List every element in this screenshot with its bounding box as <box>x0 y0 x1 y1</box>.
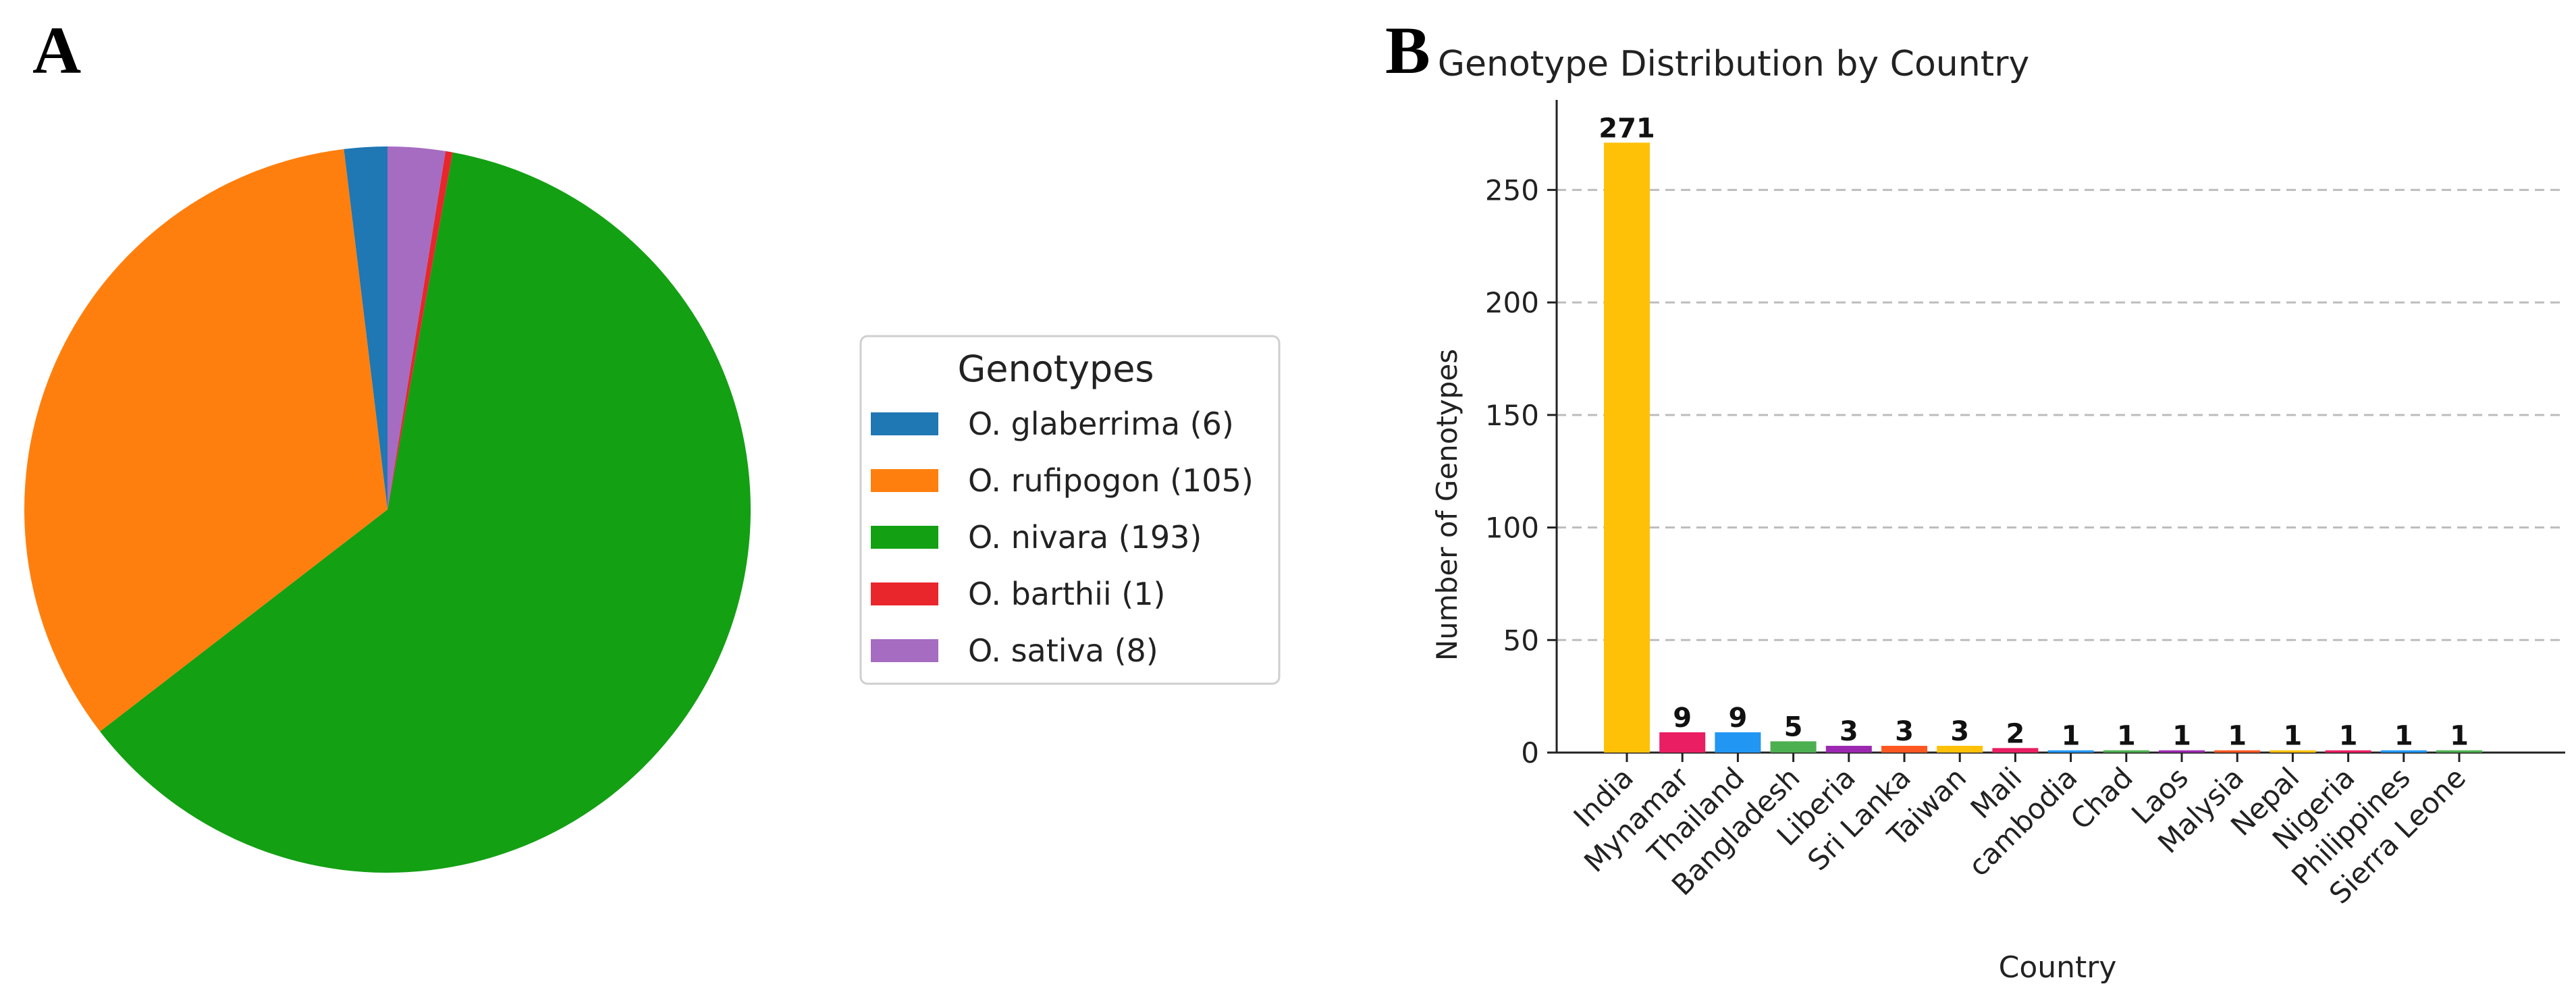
bar-india <box>1604 142 1650 753</box>
y-axis-label: Number of Genotypes <box>1430 349 1464 661</box>
bar-value-label-0: 271 <box>1599 113 1655 144</box>
bar-value-label-11: 1 <box>2228 721 2247 752</box>
y-tick-label-2: 100 <box>1485 512 1539 545</box>
bar-value-label-9: 1 <box>2117 721 2136 752</box>
bar-philippines <box>2380 750 2427 753</box>
pie-chart <box>24 146 751 873</box>
panel-a-label: A <box>32 13 81 88</box>
legend-swatch-0 <box>871 412 938 435</box>
bar-nepal <box>2270 750 2316 753</box>
x-axis-label: Country <box>1999 950 2117 985</box>
bar-value-label-8: 1 <box>2062 721 2081 752</box>
pie-legend: Genotypes O. glaberrima (6) O. rufipogon … <box>859 335 1281 685</box>
bar-sri-lanka <box>1881 745 1927 753</box>
pie-slice-2 <box>100 152 751 873</box>
pie-slice-3 <box>387 151 453 510</box>
legend-swatch-3 <box>871 582 938 605</box>
bar-malysia <box>2214 750 2261 753</box>
pie-slice-0 <box>344 146 387 510</box>
bar-laos <box>2159 750 2205 753</box>
y-tick-label-3: 150 <box>1485 399 1539 432</box>
legend-title: Genotypes <box>957 348 1154 390</box>
bar-chad <box>2103 750 2149 753</box>
panel-b-label: B <box>1385 13 1430 88</box>
bar-value-label-4: 3 <box>1840 716 1858 747</box>
legend-entry-0: O. glaberrima (6) <box>968 406 1234 442</box>
bar-sierra-leone <box>2436 750 2482 753</box>
y-tick-label-1: 50 <box>1503 624 1539 657</box>
legend-frame <box>859 335 1281 685</box>
bar-value-label-7: 2 <box>2006 718 2024 749</box>
pie-slice-4 <box>387 146 446 510</box>
bar-nigeria <box>2325 750 2371 753</box>
bar-mali <box>1992 748 2039 753</box>
bar-value-label-6: 3 <box>1950 716 1969 747</box>
x-tick-label-9: Chad <box>2064 761 2139 836</box>
y-tick-label-5: 250 <box>1485 173 1539 207</box>
legend-swatch-1 <box>871 469 938 492</box>
bar-chart: Genotype Distribution by Country Number … <box>1430 44 2565 985</box>
bar-value-label-3: 5 <box>1784 711 1803 742</box>
bar-liberia <box>1825 745 1872 753</box>
bar-taiwan <box>1937 745 1983 753</box>
legend-entry-2: O. nivara (193) <box>968 519 1202 555</box>
bar-value-label-14: 1 <box>2394 721 2413 752</box>
bar-mynamar <box>1659 732 1706 753</box>
bar-thailand <box>1715 732 1761 753</box>
y-tick-label-4: 200 <box>1485 286 1539 319</box>
bar-chart-title: Genotype Distribution by Country <box>1438 44 2030 84</box>
legend-entry-4: O. sativa (8) <box>968 632 1158 669</box>
legend-entry-3: O. barthii (1) <box>968 576 1165 612</box>
bar-value-label-10: 1 <box>2172 721 2191 752</box>
bar-value-label-1: 9 <box>1673 703 1692 734</box>
legend-swatch-4 <box>871 639 938 662</box>
legend-entry-1: O. rufipogon (105) <box>968 462 1254 499</box>
bar-value-label-13: 1 <box>2339 721 2358 752</box>
bar-bangladesh <box>1770 741 1817 753</box>
bar-cambodia <box>2047 750 2094 753</box>
legend-swatch-2 <box>871 526 938 549</box>
bar-value-label-12: 1 <box>2283 721 2302 752</box>
bar-value-label-15: 1 <box>2450 721 2469 752</box>
pie-slice-1 <box>24 148 387 732</box>
bar-value-label-5: 3 <box>1895 716 1914 747</box>
y-tick-label-0: 0 <box>1521 736 1539 769</box>
bar-value-label-2: 9 <box>1728 703 1747 734</box>
